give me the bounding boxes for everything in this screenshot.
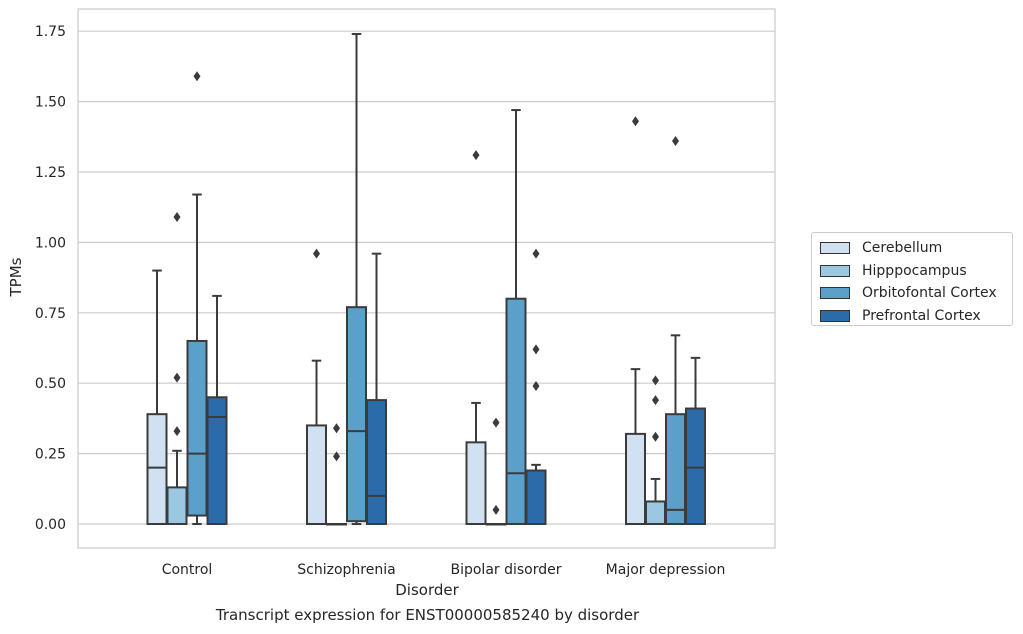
outlier-point — [313, 248, 320, 259]
x-axis-label: Disorder — [395, 581, 459, 599]
box-body — [206, 396, 228, 525]
box-prefrontal-cortex — [685, 356, 706, 526]
y-axis-label: TPMs — [7, 257, 25, 297]
box-orbitofontal-cortex — [665, 136, 686, 525]
outlier-point — [652, 375, 659, 386]
box-body — [366, 399, 387, 526]
x-tick-label: Schizophrenia — [297, 562, 395, 578]
legend-swatch-prefrontal — [820, 309, 850, 322]
box-orbitofontal-cortex — [346, 33, 367, 525]
x-tick-label: Bipolar disorder — [450, 562, 561, 578]
y-tick-label: 1.50 — [35, 95, 66, 111]
box-cerebellum — [146, 269, 168, 525]
outlier-point — [532, 248, 540, 259]
box-body — [146, 413, 168, 525]
legend-swatch-hippocampus — [820, 264, 850, 277]
outlier-point — [632, 116, 639, 127]
box-marks — [146, 33, 706, 526]
box-body — [346, 306, 367, 523]
legend-item: Orbitofontal Cortex — [820, 282, 1004, 305]
box-hipppocampus — [645, 375, 666, 525]
y-tick-label: 0.25 — [35, 447, 66, 463]
box-body — [685, 407, 706, 526]
box-prefrontal-cortex — [206, 294, 228, 525]
outlier-point — [472, 150, 480, 161]
box-body — [505, 297, 527, 525]
box-body — [166, 486, 188, 525]
box-orbitofontal-cortex — [505, 109, 527, 525]
box-prefrontal-cortex — [525, 248, 547, 526]
outlier-point — [173, 426, 181, 437]
legend-label: Cerebellum — [862, 240, 943, 257]
outlier-point — [652, 395, 659, 406]
box-cerebellum — [625, 116, 646, 525]
box-body — [465, 441, 487, 525]
box-hipppocampus — [166, 212, 188, 525]
outlier-point — [173, 212, 181, 223]
outlier-point — [193, 71, 201, 82]
box-body — [665, 413, 686, 525]
legend-item: Hipppocampus — [820, 260, 1004, 283]
box-orbitofontal-cortex — [186, 71, 208, 525]
box-body — [186, 339, 208, 517]
box-hipppocampus — [326, 423, 347, 526]
outlier-point — [532, 381, 540, 392]
outlier-point — [492, 504, 500, 515]
box-body — [625, 432, 646, 525]
y-tick-label: 0.00 — [35, 517, 66, 533]
legend-label: Hipppocampus — [862, 262, 967, 279]
outlier-point — [173, 372, 181, 383]
y-tick-label: 1.00 — [35, 235, 66, 251]
outlier-point — [532, 344, 540, 355]
legend-label: Prefrontal Cortex — [862, 307, 981, 324]
box-body — [306, 424, 327, 525]
legend: Cerebellum Hipppocampus Orbitofontal Cor… — [811, 232, 1013, 326]
legend-item: Prefrontal Cortex — [820, 305, 1004, 328]
y-tick-labels: 0.00 0.25 0.50 0.75 1.00 1.25 1.50 1.75 — [35, 24, 66, 533]
x-tick-labels: Control Schizophrenia Bipolar disorder Majo… — [162, 562, 726, 578]
outlier-point — [652, 431, 659, 442]
legend-swatch-orbitofrontal — [820, 287, 850, 300]
outlier-point — [672, 136, 679, 147]
y-tick-label: 0.75 — [35, 306, 66, 322]
outlier-point — [333, 423, 340, 434]
y-tick-label: 1.25 — [35, 165, 66, 181]
outlier-point — [333, 451, 340, 462]
box-prefrontal-cortex — [366, 252, 387, 526]
legend-swatch-cerebellum — [820, 242, 850, 255]
y-tick-label: 1.75 — [35, 24, 66, 40]
box-cerebellum — [306, 248, 327, 525]
plot-frame — [77, 8, 776, 549]
x-tick-label: Major depression — [606, 562, 726, 578]
outlier-point — [492, 417, 500, 428]
chart-caption: Transcript expression for ENST0000058524… — [215, 606, 640, 624]
box-body — [525, 469, 547, 526]
legend-item: Cerebellum — [820, 237, 1004, 260]
box-cerebellum — [465, 150, 487, 525]
box-hipppocampus — [485, 417, 507, 526]
y-tick-label: 0.50 — [35, 376, 66, 392]
box-body — [645, 500, 666, 525]
legend-label: Orbitofontal Cortex — [862, 285, 997, 302]
x-tick-label: Control — [162, 562, 213, 578]
